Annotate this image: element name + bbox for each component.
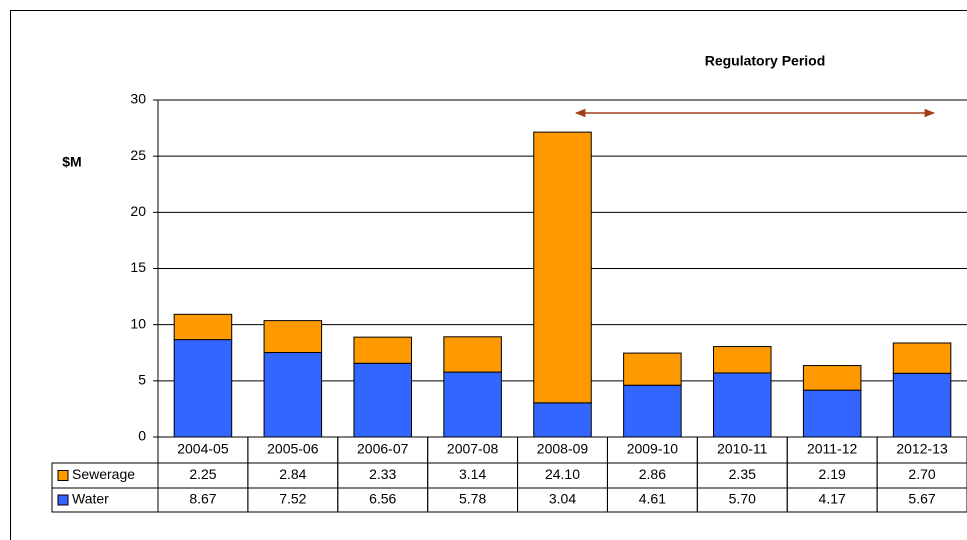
bar-segment xyxy=(263,320,323,354)
table-value: 24.10 xyxy=(545,466,580,482)
bar-segment xyxy=(623,352,682,386)
table-value: 8.67 xyxy=(189,491,216,507)
x-tick-label: 2010-11 xyxy=(717,441,768,457)
table-value: 5.67 xyxy=(908,491,935,507)
table-value: 2.25 xyxy=(189,466,216,482)
bar-segment xyxy=(713,372,772,438)
y-tick-label: 5 xyxy=(138,372,146,388)
y-tick-label: 15 xyxy=(130,259,146,275)
annotation: Regulatory Period xyxy=(705,53,826,69)
bar-segment xyxy=(443,336,502,373)
x-tick-label: 2008-09 xyxy=(537,441,589,457)
table-value: 2.19 xyxy=(819,466,846,482)
x-tick-label: 2009-10 xyxy=(627,441,679,457)
table-value: 6.56 xyxy=(369,491,396,507)
legend-label: Sewerage xyxy=(72,466,135,482)
bar-segment xyxy=(173,339,233,438)
y-tick-label: 0 xyxy=(138,428,146,444)
table-value: 2.86 xyxy=(639,466,666,482)
y-tick-label: 20 xyxy=(130,203,146,219)
legend-key xyxy=(57,494,69,506)
x-tick-label: 2006-07 xyxy=(357,441,409,457)
bar-segment xyxy=(892,342,952,374)
table-value: 5.78 xyxy=(459,491,486,507)
x-tick-label: 2011-12 xyxy=(807,441,858,457)
table-value: 4.61 xyxy=(639,491,666,507)
y-tick-label: 10 xyxy=(130,315,146,331)
bar-segment xyxy=(353,362,412,438)
x-tick-label: 2007-08 xyxy=(447,441,499,457)
bar-segment xyxy=(533,131,592,404)
bar-segment xyxy=(353,336,412,364)
table-value: 7.52 xyxy=(279,491,306,507)
x-tick-label: 2005-06 xyxy=(267,441,319,457)
table-value: 2.33 xyxy=(369,466,396,482)
y-axis-label: $M xyxy=(62,154,81,170)
bar-segment xyxy=(802,365,862,391)
y-tick-label: 25 xyxy=(130,147,146,163)
bar-segment xyxy=(713,346,772,374)
table-value: 5.70 xyxy=(729,491,756,507)
bar-segment xyxy=(533,402,592,438)
bar-segment xyxy=(173,313,233,341)
x-tick-label: 2004-05 xyxy=(177,441,229,457)
bar-segment xyxy=(802,389,862,438)
table-value: 2.35 xyxy=(729,466,756,482)
bar-segment xyxy=(263,352,323,438)
legend-label: Water xyxy=(72,491,109,507)
table-value: 4.17 xyxy=(819,491,846,507)
bar-segment xyxy=(623,384,682,438)
y-tick-label: 30 xyxy=(130,91,146,107)
x-tick-label: 2012-13 xyxy=(896,441,948,457)
legend-key xyxy=(57,470,69,481)
table-value: 3.04 xyxy=(549,491,576,507)
table-value: 2.70 xyxy=(908,466,935,482)
bar-segment xyxy=(892,372,952,438)
table-value: 3.14 xyxy=(459,466,486,482)
table-value: 2.84 xyxy=(279,466,306,482)
frame xyxy=(10,10,967,540)
table-cell xyxy=(51,487,159,513)
bar-segment xyxy=(443,371,502,438)
